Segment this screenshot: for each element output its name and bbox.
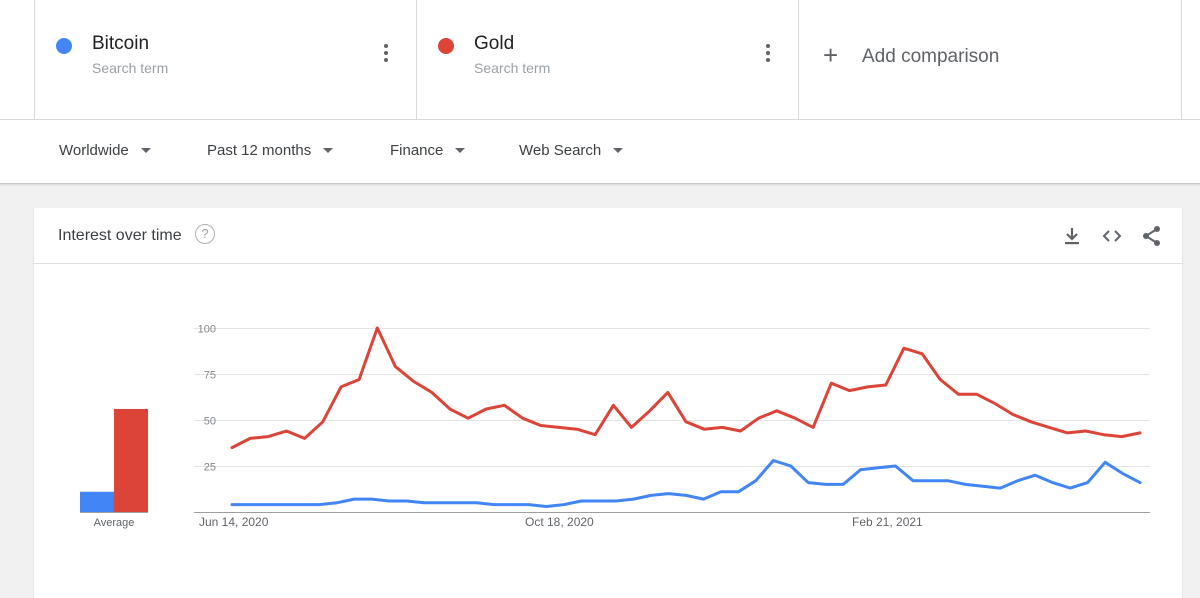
plus-icon: + [823, 40, 839, 70]
filter-bar: Worldwide Past 12 months Finance Web Sea… [0, 120, 1200, 184]
download-icon[interactable] [1060, 224, 1084, 248]
search-term-card-bitcoin[interactable]: Bitcoin Search term [34, 0, 416, 119]
chart-grid: 25 50 75 100 [194, 324, 1150, 513]
search-type-dropdown-label: Web Search [519, 142, 602, 159]
dropdown-arrow-icon [323, 147, 334, 153]
card-title: Interest over time [58, 227, 182, 244]
average-bar-gold [114, 408, 148, 512]
share-icon[interactable] [1140, 224, 1164, 248]
region-dropdown-label: Worldwide [59, 142, 129, 159]
series-line-gold [230, 326, 1142, 450]
average-bars: Average [80, 408, 148, 529]
time-range-dropdown-label: Past 12 months [207, 142, 312, 159]
x-tick-label: Feb 21, 2021 [852, 515, 923, 529]
more-vert-icon[interactable] [376, 44, 396, 66]
help-icon[interactable]: ? [195, 224, 215, 244]
average-bar-bitcoin [80, 491, 114, 512]
search-type-dropdown[interactable]: Web Search [519, 142, 624, 159]
y-tick-label: 50 [204, 416, 216, 428]
region-dropdown[interactable]: Worldwide [59, 142, 151, 159]
category-dropdown[interactable]: Finance [390, 142, 466, 159]
add-comparison-button[interactable]: + Add comparison [798, 0, 1182, 119]
x-axis-ticks: Jun 14, 2020 Oct 18, 2020 Feb 21, 2021 [199, 515, 923, 529]
y-tick-label: 100 [198, 324, 216, 336]
interest-over-time-chart[interactable]: Average 25 50 75 100 Jun 14, 2020 Oct 18, 2… [34, 208, 1182, 598]
search-term-type: Search term [92, 60, 169, 76]
search-term-name[interactable]: Gold [474, 33, 515, 54]
embed-icon[interactable] [1100, 224, 1124, 248]
chart-series [230, 326, 1142, 508]
search-term-name[interactable]: Bitcoin [92, 33, 150, 54]
series-line-bitcoin [230, 459, 1142, 508]
series-color-dot [56, 38, 72, 54]
category-dropdown-label: Finance [390, 142, 444, 159]
search-term-card-gold[interactable]: Gold Search term [416, 0, 798, 119]
x-tick-label: Oct 18, 2020 [525, 515, 594, 529]
average-label: Average [94, 517, 135, 529]
card-header: Interest over time ? [34, 208, 1182, 264]
x-tick-label: Jun 14, 2020 [199, 515, 269, 529]
y-tick-label: 25 [204, 462, 216, 474]
comparison-bar: Bitcoin Search term Gold Search term + A… [0, 0, 1200, 120]
more-vert-icon[interactable] [758, 44, 778, 66]
search-term-type: Search term [474, 60, 551, 76]
interest-over-time-card: Interest over time ? Average 25 50 75 100 J… [34, 208, 1182, 598]
series-color-dot [438, 38, 454, 54]
time-range-dropdown[interactable]: Past 12 months [207, 142, 334, 159]
y-tick-label: 75 [204, 370, 216, 382]
dropdown-arrow-icon [455, 147, 466, 153]
add-comparison-label: Add comparison [862, 46, 1000, 67]
dropdown-arrow-icon [140, 147, 151, 153]
dropdown-arrow-icon [613, 147, 624, 153]
